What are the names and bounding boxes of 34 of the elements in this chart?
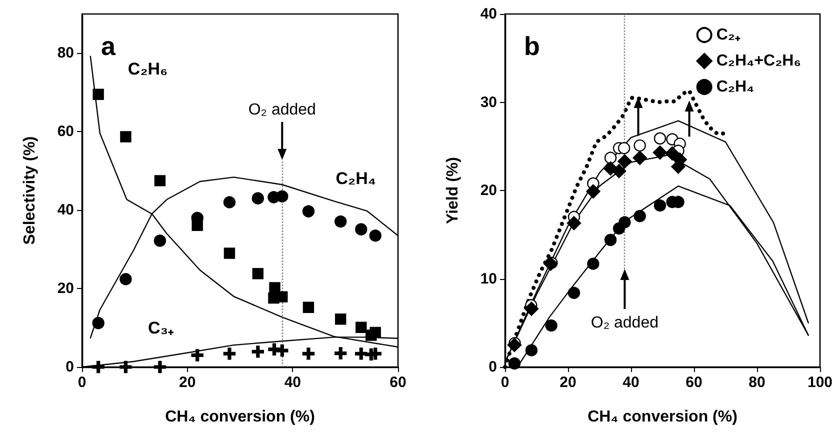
- series-label: C₃₊: [148, 318, 174, 338]
- y-tick-label: 40: [57, 202, 74, 219]
- y-axis-title: Selectivity (%): [22, 136, 38, 245]
- y-tick-label: 40: [480, 6, 497, 22]
- legend-label: C₂₊: [716, 26, 741, 44]
- y-tick-label: 10: [480, 270, 497, 288]
- x-tick-label: 40: [284, 374, 302, 391]
- x-tick-label: 0: [500, 374, 510, 391]
- series-label: C₂H₄: [336, 169, 376, 188]
- x-axis-title: CH₄ conversion (%): [588, 408, 738, 426]
- y-axis-title: Yield (%): [444, 157, 462, 224]
- y-tick-label: 30: [480, 94, 497, 111]
- y-tick-label: 60: [57, 123, 74, 140]
- x-tick-label: 0: [78, 374, 86, 391]
- legend-label: C₂H₄: [716, 78, 754, 96]
- annotation: O₂ added: [590, 314, 658, 332]
- text: b: [524, 31, 540, 61]
- x-tick-label: 100: [807, 374, 833, 391]
- y-tick-label: 80: [57, 44, 74, 62]
- x-axis-title: CH₄ conversion (%): [165, 408, 315, 426]
- y-tick-label: 0: [66, 358, 74, 376]
- x-tick-label: 80: [748, 374, 766, 391]
- y-tick-label: 20: [57, 280, 74, 298]
- series-label: C₂H₆: [128, 59, 168, 78]
- y-tick-label: 0: [488, 358, 497, 376]
- x-tick-label: 20: [178, 374, 196, 391]
- x-tick-label: 60: [390, 374, 406, 391]
- x-tick-label: 60: [686, 374, 702, 391]
- x-tick-label: 40: [622, 374, 640, 391]
- annotation: O₂ added: [248, 101, 316, 118]
- text: a: [101, 31, 116, 61]
- x-tick-label: 20: [560, 374, 576, 391]
- legend-label: C₂H₄+C₂H₆: [716, 52, 801, 70]
- y-tick-label: 20: [480, 182, 497, 199]
